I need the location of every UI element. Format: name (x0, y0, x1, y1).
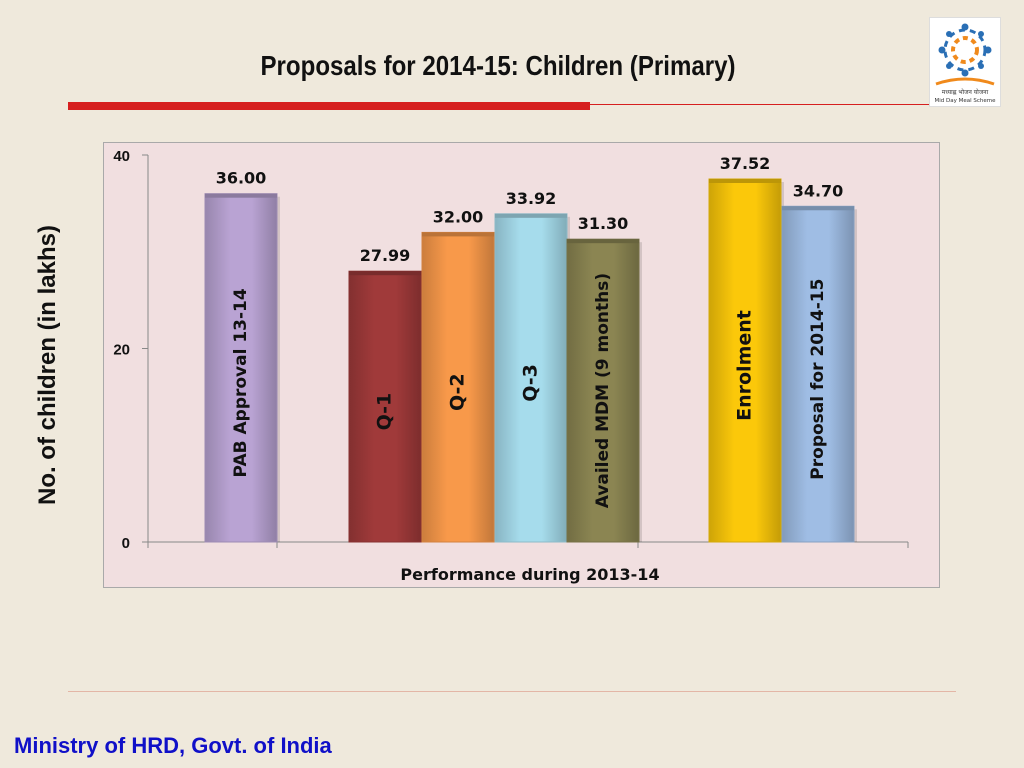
logo-subcaption: Mid Day Meal Scheme (934, 98, 996, 104)
bar-top-edge (567, 239, 639, 244)
bar (708, 178, 782, 543)
x-axis-title: Performance during 2013-14 (400, 565, 659, 584)
bar-top-edge (422, 232, 494, 237)
title-underline-thick (68, 102, 590, 110)
bar (421, 231, 495, 543)
category-label: Q-1 (374, 393, 396, 431)
people-circle-icon: मध्याह्न भोजन योजना Mid Day Meal Scheme (934, 23, 996, 104)
y-tick-label: 20 (113, 342, 130, 359)
footer-divider (68, 691, 956, 692)
category-label: Proposal for 2014-15 (808, 279, 828, 480)
bar-top-edge (709, 178, 781, 183)
y-tick-label: 0 (122, 535, 130, 552)
logo-caption: मध्याह्न भोजन योजना (942, 88, 989, 96)
data-label: 31.30 (578, 214, 629, 233)
category-label: Enrolment (734, 310, 756, 421)
bar (204, 193, 278, 543)
data-label: 33.92 (506, 189, 557, 208)
category-label: Q-3 (520, 364, 542, 402)
category-label: Availed MDM (9 months) (593, 273, 613, 508)
data-label: 37.52 (720, 154, 771, 173)
bar-top-edge (495, 213, 567, 218)
data-label: 34.70 (793, 181, 844, 200)
category-label: Q-2 (447, 373, 469, 411)
data-label: 36.00 (216, 169, 267, 188)
category-label: PAB Approval 13-14 (231, 288, 251, 477)
title-underline-thin (590, 104, 930, 105)
data-label: 27.99 (360, 246, 411, 265)
bar-top-edge (349, 271, 421, 276)
bar (781, 205, 855, 543)
bar-top-edge (205, 193, 277, 198)
bar (348, 270, 422, 543)
bar-top-edge (782, 206, 854, 211)
bar (494, 213, 568, 543)
footer-ministry-text: Ministry of HRD, Govt. of India (14, 733, 332, 758)
data-label: 32.00 (433, 207, 484, 226)
y-tick-label: 40 (113, 148, 130, 165)
slide-title: Proposals for 2014-15: Children (Primary… (260, 50, 736, 81)
mid-day-meal-logo: मध्याह्न भोजन योजना Mid Day Meal Scheme (929, 17, 1001, 107)
